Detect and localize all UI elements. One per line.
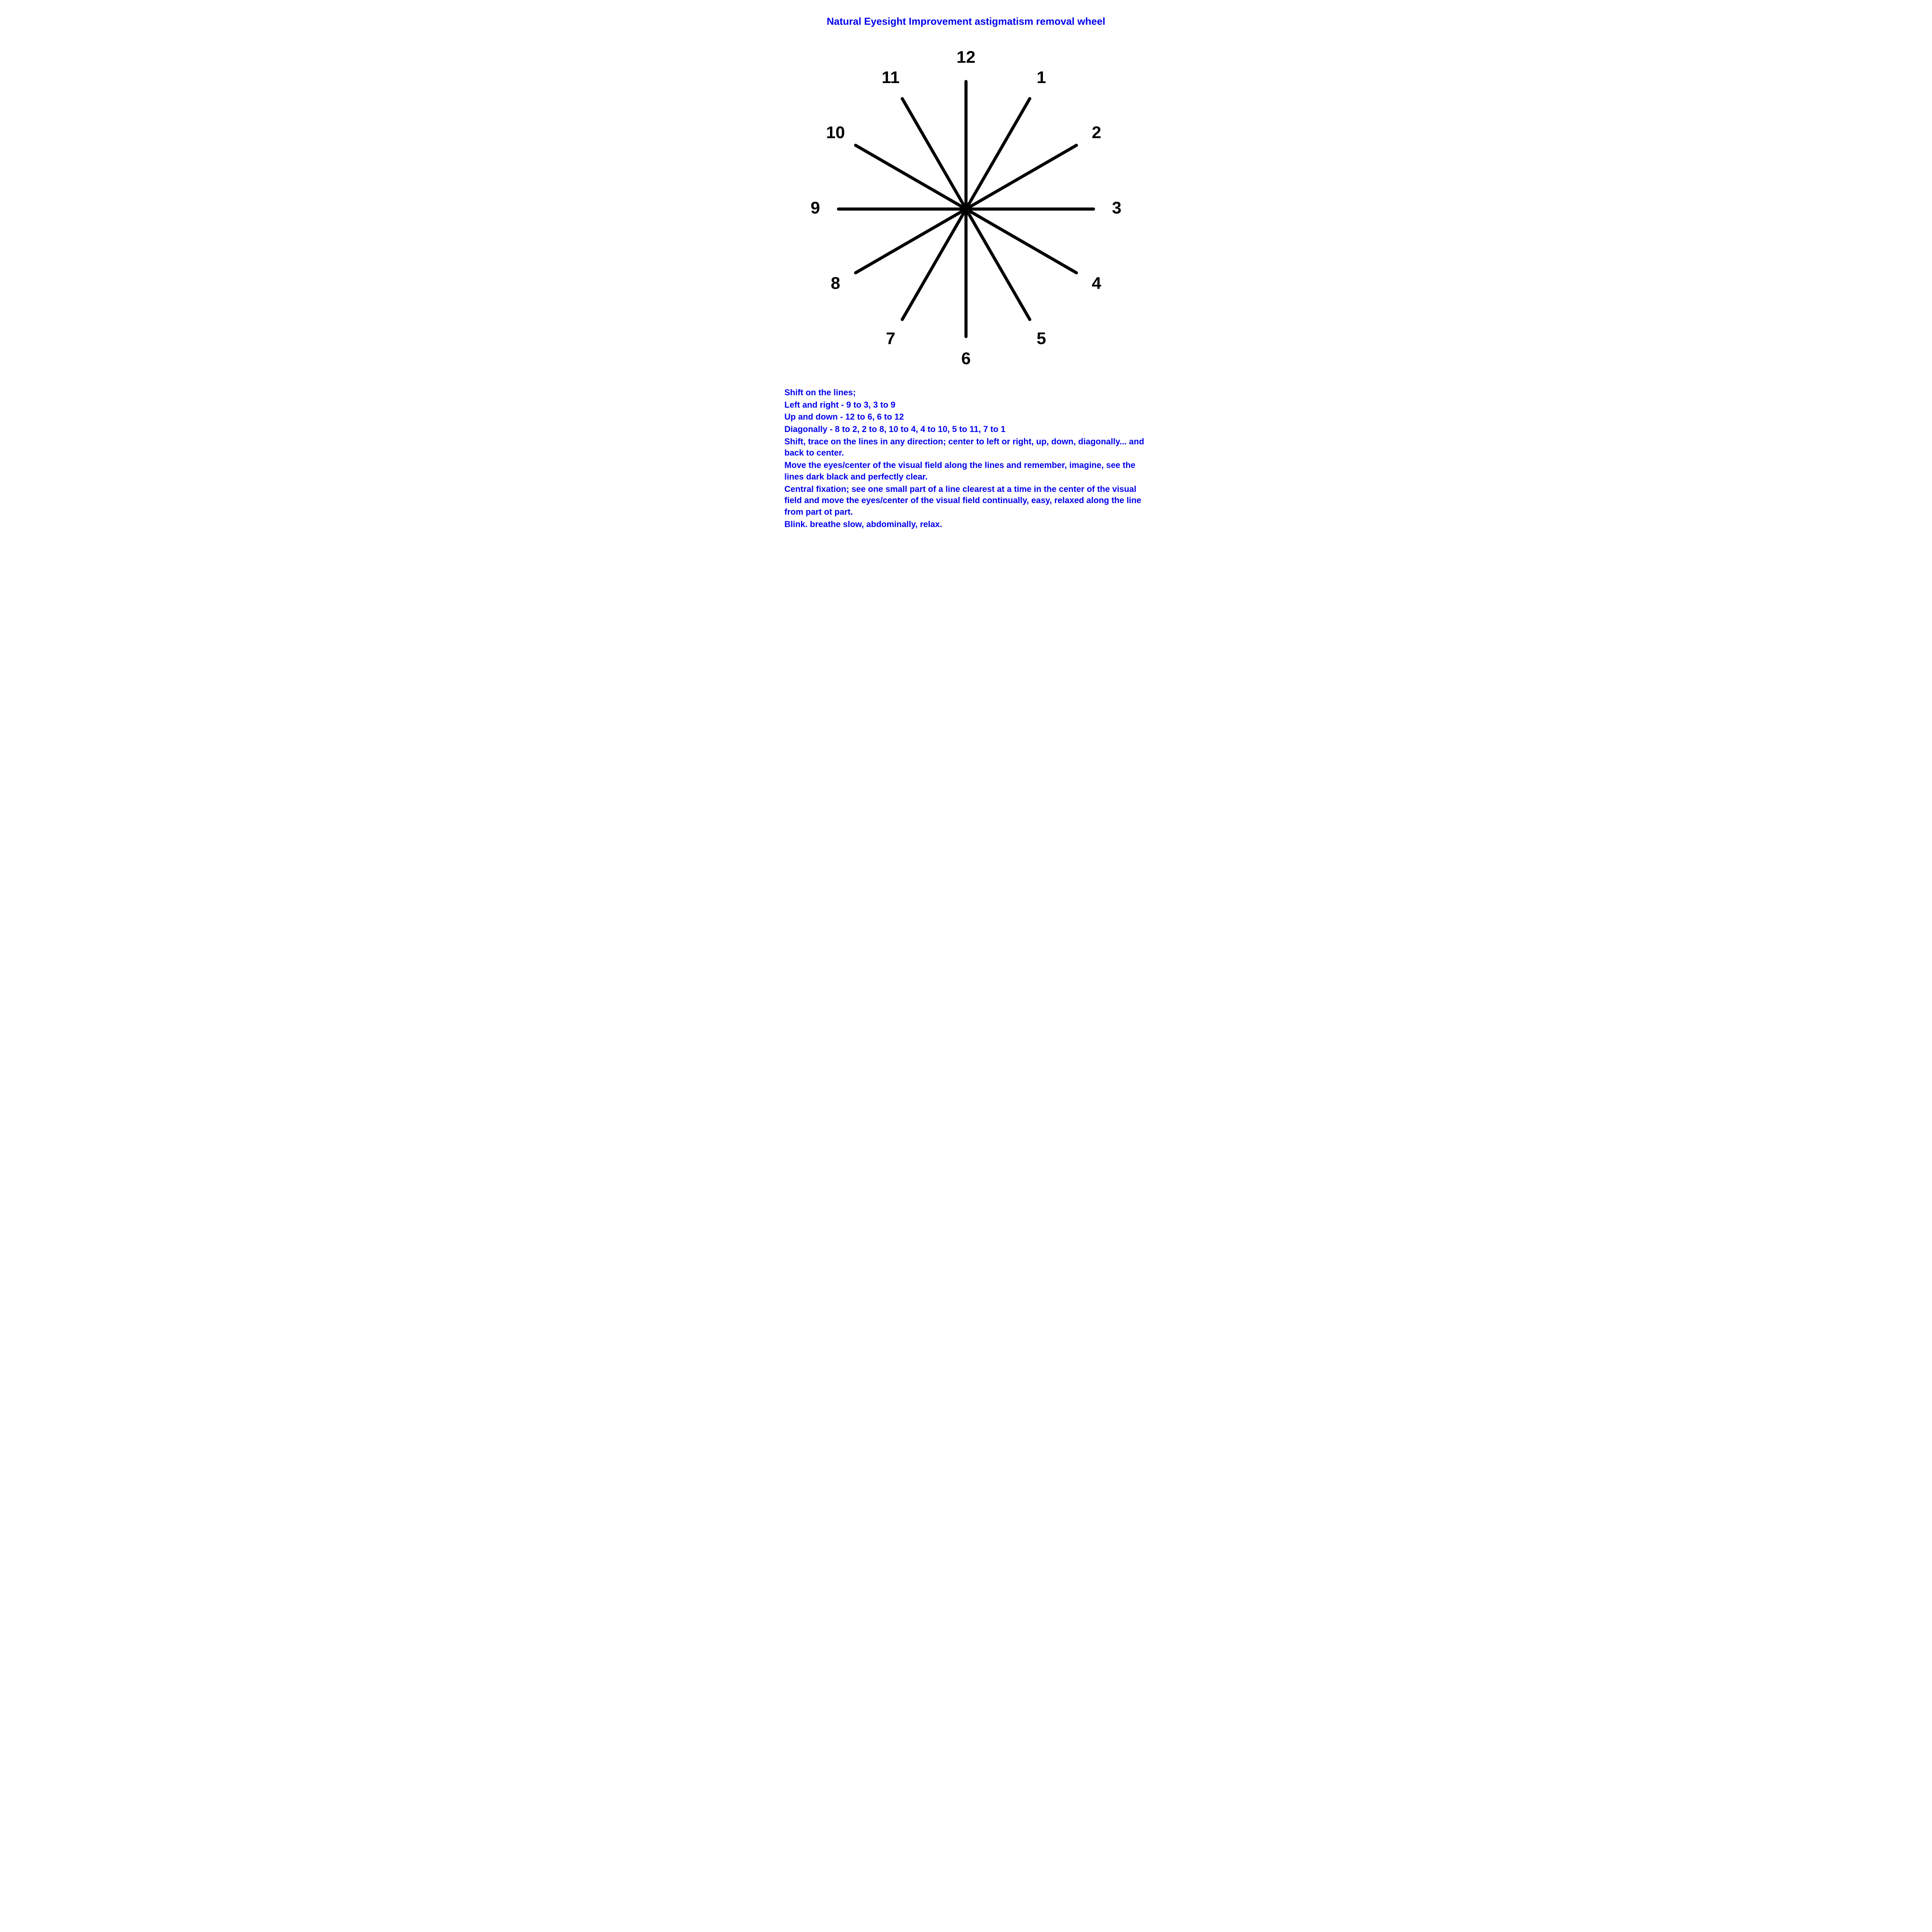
wheel-label-9: 9 xyxy=(811,199,820,218)
wheel-spoke-4 xyxy=(966,209,1077,273)
instruction-line: Blink. breathe slow, abdominally, relax. xyxy=(784,519,1148,530)
page-title: Natural Eyesight Improvement astigmatism… xyxy=(784,15,1148,27)
wheel-label-3: 3 xyxy=(1112,199,1121,218)
instruction-line: Shift, trace on the lines in any directi… xyxy=(784,436,1148,459)
wheel-spoke-2 xyxy=(966,145,1077,209)
wheel-spoke-7 xyxy=(902,209,966,320)
wheel-label-2: 2 xyxy=(1092,123,1101,142)
wheel-label-8: 8 xyxy=(831,274,840,293)
wheel-spoke-11 xyxy=(902,99,966,209)
astigmatism-wheel-diagram: 121234567891011 xyxy=(796,39,1136,379)
wheel-label-5: 5 xyxy=(1037,329,1046,348)
wheel-label-11: 11 xyxy=(882,68,900,87)
instruction-line: Up and down - 12 to 6, 6 to 12 xyxy=(784,411,1148,423)
instruction-line: Shift on the lines; xyxy=(784,387,1148,398)
wheel-spoke-1 xyxy=(966,99,1030,209)
instruction-line: Diagonally - 8 to 2, 2 to 8, 10 to 4, 4 … xyxy=(784,423,1148,435)
instruction-line: Left and right - 9 to 3, 3 to 9 xyxy=(784,399,1148,411)
wheel-spoke-5 xyxy=(966,209,1030,320)
wheel-spoke-10 xyxy=(855,145,966,209)
instruction-line: Central fixation; see one small part of … xyxy=(784,483,1148,518)
wheel-container: 121234567891011 xyxy=(784,39,1148,379)
wheel-label-6: 6 xyxy=(961,349,971,368)
page: Natural Eyesight Improvement astigmatism… xyxy=(769,0,1163,554)
wheel-spoke-8 xyxy=(855,209,966,273)
wheel-label-7: 7 xyxy=(886,329,895,348)
instructions-block: Shift on the lines;Left and right - 9 to… xyxy=(784,387,1148,530)
wheel-label-10: 10 xyxy=(826,123,845,142)
wheel-label-12: 12 xyxy=(957,48,976,67)
instruction-line: Move the eyes/center of the visual field… xyxy=(784,459,1148,482)
wheel-label-4: 4 xyxy=(1092,274,1102,293)
wheel-label-1: 1 xyxy=(1037,68,1046,87)
